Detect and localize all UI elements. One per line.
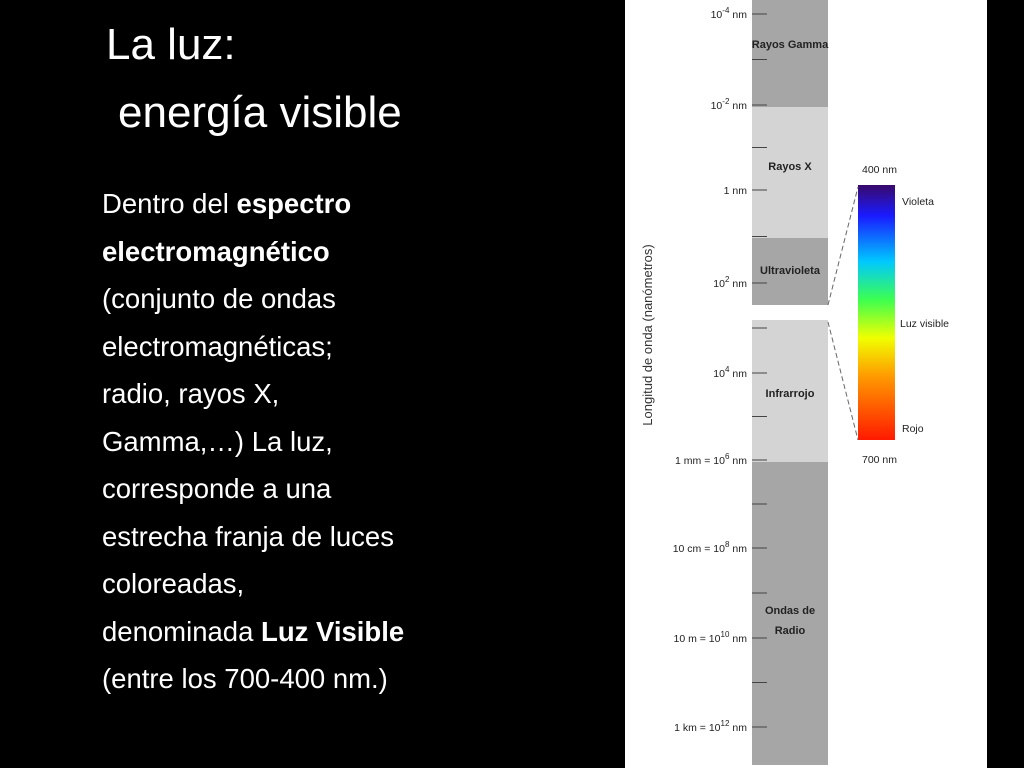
- tick-unit: nm: [732, 633, 747, 645]
- tick-text: 10 m = 10: [674, 633, 721, 645]
- spectrum-label: 400 nm: [862, 164, 897, 176]
- text: (entre los 700-400 nm.): [102, 663, 388, 694]
- title-line: energía visible: [118, 88, 402, 137]
- band-labels: Rayos Gamma Rayos X Ultravioleta Infrarrojo…: [752, 39, 829, 637]
- tick-exponent: -2: [722, 97, 730, 106]
- bold-text: Luz Visible: [261, 615, 405, 647]
- paragraph-line: Dentro del espectro: [102, 180, 404, 228]
- tick-text: 10: [713, 368, 725, 380]
- spectrum-label: Violeta: [902, 196, 934, 208]
- paragraph: Dentro del espectro electromagnético (conj…: [102, 180, 404, 703]
- paragraph-line: corresponde a una: [102, 465, 404, 513]
- tick-text: 1 mm = 10: [675, 455, 725, 467]
- tick-text: 10 cm = 10: [673, 543, 725, 555]
- dashed-line: [827, 186, 859, 306]
- tick-label: 10 cm = 108 nm: [673, 540, 748, 555]
- tick-exponent: 4: [725, 365, 730, 374]
- text: electromagnéticas;: [102, 330, 333, 362]
- band-label: Rayos Gamma: [752, 39, 829, 51]
- paragraph-line: denominada Luz Visible: [102, 608, 404, 656]
- text: denominada: [102, 615, 262, 647]
- dashed-line: [827, 321, 859, 441]
- spectrum-label: Rojo: [902, 423, 924, 435]
- paragraph-line: estrecha franja de luces: [102, 513, 404, 561]
- spectrum-label: 700 nm: [862, 454, 897, 466]
- tick-unit: nm: [732, 9, 747, 21]
- tick-exponent: 6: [725, 452, 730, 461]
- paragraph-line: electromagnéticas;: [102, 323, 404, 371]
- text: estrecha franja de luces: [102, 520, 394, 552]
- tick-label: 104 nm: [713, 365, 747, 380]
- tick-text: 1 nm: [724, 185, 748, 197]
- tick-exponent: 12: [721, 719, 730, 728]
- text: coloreadas,: [102, 568, 245, 599]
- band: [752, 107, 828, 238]
- text: (conjunto de ondas: [102, 283, 336, 314]
- tick-unit: nm: [732, 722, 747, 734]
- tick-text: 1 km = 10: [674, 722, 721, 734]
- tick-unit: nm: [732, 100, 747, 112]
- band-label: Infrarrojo: [766, 388, 815, 400]
- paragraph-line: (entre los 700-400 nm.): [102, 655, 404, 703]
- band-label: Ultravioleta: [760, 265, 821, 277]
- paragraph-line: coloreadas,: [102, 560, 404, 608]
- text: corresponde a una: [102, 473, 332, 504]
- band: [752, 320, 828, 462]
- paragraph-line: (conjunto de ondas: [102, 275, 404, 323]
- paragraph-line: Gamma,…) La luz,: [102, 418, 404, 466]
- tick-label: 10-2 nm: [711, 97, 748, 112]
- band: [752, 462, 828, 765]
- band: [752, 0, 828, 107]
- tick-unit: nm: [732, 455, 747, 467]
- title-line: La luz:: [106, 20, 236, 69]
- tick-label: 10 m = 1010 nm: [674, 630, 748, 645]
- tick-text: 10: [711, 9, 723, 21]
- tick-unit: nm: [732, 543, 747, 555]
- tick-label: 1 km = 1012 nm: [674, 719, 747, 734]
- text: radio, rayos X,: [102, 378, 280, 409]
- tick-label: 10-4 nm: [711, 6, 748, 21]
- tick-unit: nm: [732, 368, 747, 380]
- band-label: Rayos X: [768, 161, 812, 173]
- band: [752, 238, 828, 305]
- band-label: Radio: [775, 625, 806, 637]
- spectrum-label: Luz visible: [900, 318, 949, 330]
- tick-exponent: 10: [721, 630, 730, 639]
- band-label: Ondas de: [765, 605, 815, 617]
- text: Dentro del: [102, 188, 237, 219]
- tick-label: 102 nm: [713, 275, 747, 290]
- bold-text: espectro: [236, 188, 352, 219]
- tick-exponent: -4: [722, 6, 730, 15]
- tick-exponent: 8: [725, 540, 730, 549]
- visible-spectrum: [858, 185, 895, 440]
- paragraph-line: electromagnético: [102, 228, 404, 276]
- text: Gamma,…) La luz,: [102, 425, 333, 457]
- tick-exponent: 2: [725, 275, 730, 284]
- tick-label: 1 mm = 106 nm: [675, 452, 747, 467]
- tick-text: 10: [713, 278, 725, 290]
- axis-label: Longitud de onda (nanómetros): [640, 244, 655, 425]
- tick-label: 1 nm: [724, 185, 748, 197]
- paragraph-line: radio, rayos X,: [102, 370, 404, 418]
- tick-text: 10: [711, 100, 723, 112]
- bold-text: electromagnético: [102, 235, 330, 267]
- tick-unit: nm: [732, 278, 747, 290]
